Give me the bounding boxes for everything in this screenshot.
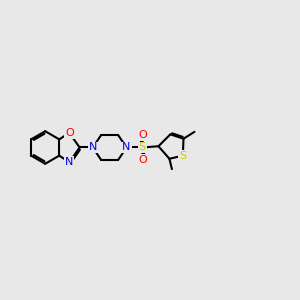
- Text: N: N: [65, 157, 74, 167]
- Text: O: O: [138, 130, 147, 140]
- Text: N: N: [122, 142, 131, 152]
- Text: O: O: [65, 128, 74, 138]
- Text: O: O: [138, 155, 147, 165]
- Text: N: N: [88, 142, 97, 152]
- Text: S: S: [179, 151, 186, 160]
- Text: S: S: [139, 142, 146, 152]
